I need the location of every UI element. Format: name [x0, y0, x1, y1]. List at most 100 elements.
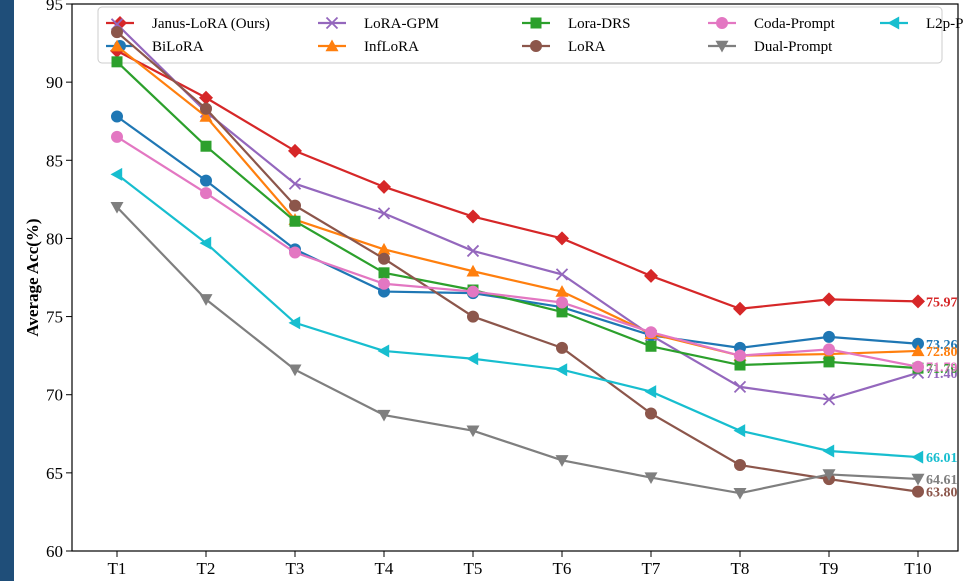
end-value-label: 75.97	[926, 295, 958, 310]
y-tick-label: 65	[46, 464, 63, 483]
data-point	[912, 360, 924, 373]
data-point	[733, 301, 747, 316]
data-point	[200, 140, 212, 152]
data-point	[734, 459, 746, 472]
legend-marker	[325, 16, 339, 30]
legend-label: LoRA	[568, 39, 606, 55]
data-point	[466, 264, 480, 277]
data-point	[911, 344, 925, 357]
data-point	[555, 455, 569, 467]
data-point	[466, 425, 480, 438]
data-point	[555, 231, 569, 246]
data-point	[911, 294, 925, 309]
legend-entry: Lora-DRS	[522, 16, 631, 32]
data-point	[111, 130, 123, 143]
data-point	[822, 393, 836, 406]
y-tick-label: 60	[46, 542, 63, 561]
y-tick-label: 75	[46, 308, 63, 327]
legend-entry: Janus-LoRA (Ours)	[106, 16, 270, 32]
legend-entry: L2p-Prompt	[880, 16, 963, 32]
x-tick-label: T10	[904, 559, 931, 578]
data-point	[377, 207, 391, 220]
y-tick-label: 95	[46, 0, 63, 14]
series-line	[116, 173, 919, 459]
legend-marker	[530, 17, 542, 29]
legend-box	[97, 6, 943, 64]
x-tick-label: T9	[820, 559, 839, 578]
data-point	[199, 110, 213, 122]
legend-label: BiLoRA	[152, 39, 204, 55]
legend-entry: LoRA	[522, 39, 606, 55]
data-point	[555, 285, 569, 297]
data-point	[199, 90, 213, 105]
data-point	[111, 110, 123, 123]
data-point	[556, 306, 568, 318]
end-value-label: 73.26	[926, 338, 958, 353]
data-point	[110, 167, 123, 181]
x-tick-label: T7	[642, 559, 661, 578]
x-tick-label: T3	[286, 559, 305, 578]
series-coda-prompt	[111, 130, 924, 373]
data-point	[466, 209, 480, 224]
data-point	[822, 444, 835, 458]
data-point	[555, 268, 569, 281]
legend-label: InfLoRA	[364, 39, 419, 55]
series-line	[116, 206, 919, 495]
data-point	[289, 246, 301, 259]
data-point	[734, 349, 746, 362]
data-point	[466, 244, 480, 258]
data-point	[111, 26, 123, 39]
data-point	[289, 215, 301, 227]
series-line	[116, 23, 919, 401]
legend-label: Lora-DRS	[568, 16, 631, 32]
data-point	[377, 242, 391, 255]
data-point	[377, 409, 391, 422]
series-dual-prompt	[110, 201, 925, 500]
y-tick-label: 90	[46, 73, 63, 92]
data-point	[822, 292, 836, 307]
series-line	[116, 31, 919, 493]
data-point	[555, 363, 568, 377]
data-point	[644, 268, 658, 283]
series-lora	[111, 26, 924, 498]
data-point	[378, 252, 390, 265]
data-point	[823, 343, 835, 356]
data-point	[466, 352, 479, 366]
legend-marker	[530, 40, 542, 52]
legend-label: Coda-Prompt	[754, 16, 836, 32]
x-tick-label: T5	[464, 559, 483, 578]
data-point	[200, 102, 212, 115]
data-point	[200, 187, 212, 200]
legend-entry: Dual-Prompt	[708, 39, 833, 55]
legend-entry: Coda-Prompt	[708, 16, 836, 32]
end-value-label: 63.80	[926, 486, 958, 501]
x-tick-label: T4	[375, 559, 394, 578]
x-tick-label: T1	[108, 559, 127, 578]
data-point	[556, 341, 568, 354]
data-point	[288, 177, 302, 190]
data-point	[378, 277, 390, 290]
legend-marker	[325, 39, 339, 52]
y-tick-label: 85	[46, 151, 63, 170]
data-point	[199, 236, 212, 250]
data-point	[823, 330, 835, 343]
data-point	[645, 326, 657, 339]
y-tick-label: 80	[46, 229, 63, 248]
data-point	[911, 450, 924, 464]
end-value-label: 71.40	[926, 367, 958, 382]
x-tick-label: T2	[197, 559, 216, 578]
data-point	[823, 356, 835, 368]
legend-marker	[887, 16, 900, 30]
legend-marker	[715, 40, 729, 53]
data-point	[467, 310, 479, 323]
legend-label: Dual-Prompt	[754, 39, 833, 55]
data-point	[733, 487, 747, 500]
data-point	[645, 407, 657, 420]
data-point	[644, 385, 657, 399]
y-tick-label: 70	[46, 386, 63, 405]
frame-accent-bar	[0, 0, 14, 581]
data-point	[378, 267, 390, 279]
legend-label: LoRA-GPM	[364, 16, 439, 32]
series-inflora	[110, 39, 925, 361]
